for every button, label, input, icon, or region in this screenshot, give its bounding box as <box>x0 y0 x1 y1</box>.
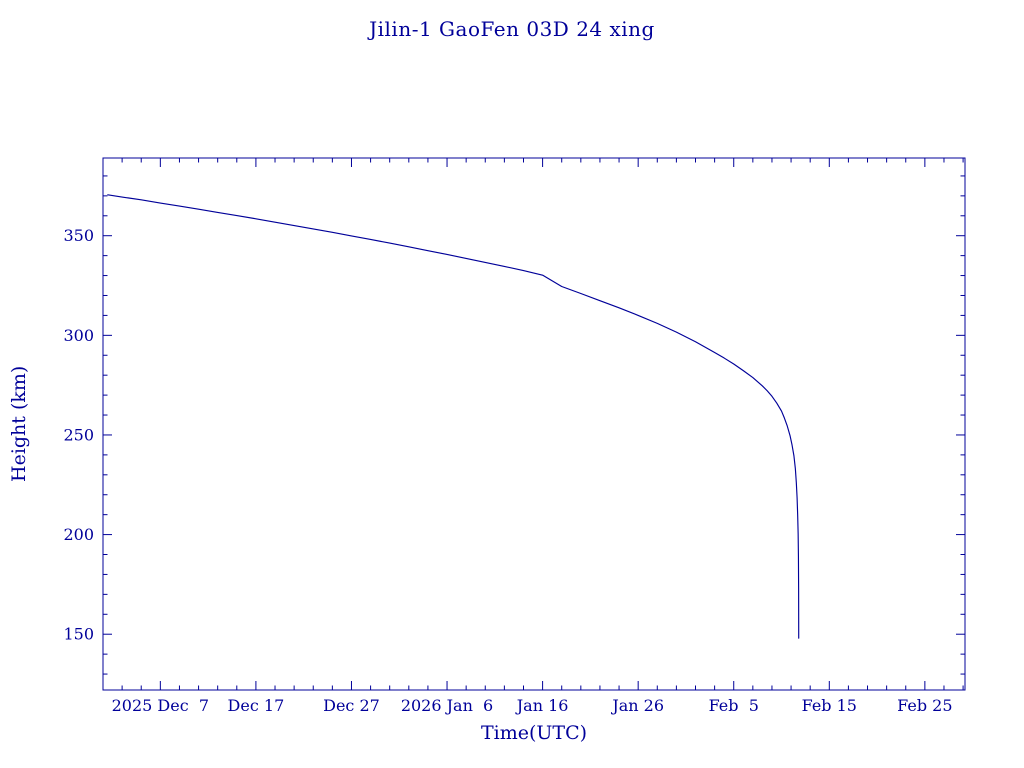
x-tick-label: 2026 Jan 6 <box>401 696 493 715</box>
x-tick-label: Feb 25 <box>897 696 952 715</box>
x-tick-label: Feb 15 <box>802 696 857 715</box>
x-tick-label: Feb 5 <box>709 696 759 715</box>
x-tick-label: Jan 26 <box>610 696 664 715</box>
x-tick-label: Dec 17 <box>228 696 285 715</box>
y-tick-label: 150 <box>63 625 94 644</box>
x-axis-title: Time(UTC) <box>480 722 588 744</box>
y-tick-label: 200 <box>63 525 94 544</box>
x-tick-label: Dec 27 <box>323 696 380 715</box>
x-tick-label: 2025 Dec 7 <box>112 696 209 715</box>
x-tick-label: Jan 16 <box>515 696 569 715</box>
plot-frame <box>102 157 966 691</box>
y-tick-label: 350 <box>63 226 94 245</box>
y-tick-label: 300 <box>63 326 94 345</box>
height-decay-curve <box>107 194 800 639</box>
chart-title: Jilin-1 GaoFen 03D 24 xing <box>369 17 655 41</box>
y-tick-label: 250 <box>63 425 94 444</box>
